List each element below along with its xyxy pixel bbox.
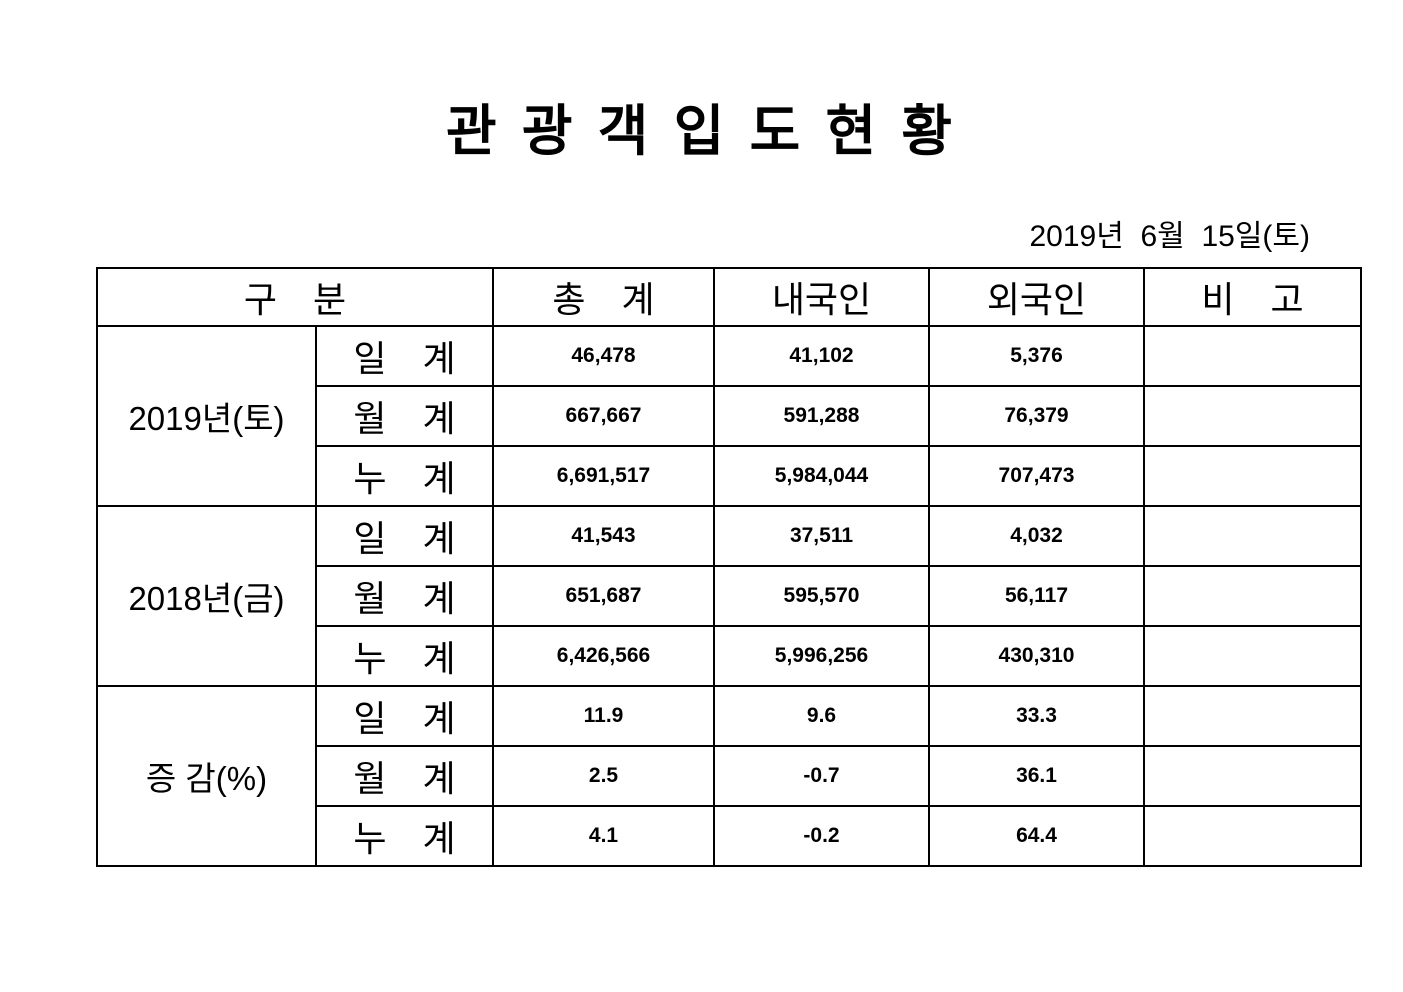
total-value: 11.9: [492, 685, 715, 747]
header-total: 총 계: [492, 267, 715, 327]
total-value: 667,667: [492, 385, 715, 447]
foreign-value: 36.1: [928, 745, 1145, 807]
row-label: 월 계: [315, 385, 494, 447]
row-label: 월 계: [315, 565, 494, 627]
foreign-value: 4,032: [928, 505, 1145, 567]
domestic-value: 5,996,256: [713, 625, 930, 687]
foreign-value: 5,376: [928, 325, 1145, 387]
foreign-value: 76,379: [928, 385, 1145, 447]
header-category: 구 분: [96, 267, 494, 327]
remarks-cell: [1143, 805, 1362, 867]
total-value: 46,478: [492, 325, 715, 387]
total-value: 2.5: [492, 745, 715, 807]
header-remarks: 비 고: [1143, 267, 1362, 327]
row-label: 일 계: [315, 505, 494, 567]
row-label: 월 계: [315, 745, 494, 807]
row-label: 누 계: [315, 445, 494, 507]
total-value: 4.1: [492, 805, 715, 867]
table-row: 증 감(%) 일 계 11.9 9.6 33.3: [96, 685, 1362, 867]
total-value: 651,687: [492, 565, 715, 627]
total-value: 6,691,517: [492, 445, 715, 507]
total-value: 6,426,566: [492, 625, 715, 687]
domestic-value: 9.6: [713, 685, 930, 747]
table-row: 월 계 667,667 591,288 76,379: [97, 385, 1362, 447]
group-label-2019: 2019년(토): [96, 325, 317, 507]
row-label: 누 계: [315, 625, 494, 687]
table-row: 월 계 2.5 -0.7 36.1: [97, 745, 1362, 807]
remarks-cell: [1143, 445, 1362, 507]
foreign-value: 64.4: [928, 805, 1145, 867]
table-row: 누 계 6,691,517 5,984,044 707,473: [97, 445, 1362, 507]
header-foreign: 외국인: [928, 267, 1145, 327]
remarks-cell: [1143, 505, 1362, 567]
remarks-cell: [1143, 625, 1362, 687]
domestic-value: 37,511: [713, 505, 930, 567]
table-row: 월 계 651,687 595,570 56,117: [97, 565, 1362, 627]
domestic-value: 591,288: [713, 385, 930, 447]
row-label: 일 계: [315, 325, 494, 387]
domestic-value: 595,570: [713, 565, 930, 627]
table-row: 2019년(토) 일 계 46,478 41,102 5,376: [96, 325, 1362, 507]
foreign-value: 707,473: [928, 445, 1145, 507]
table-row: 2018년(금) 일 계 41,543 37,511 4,032: [96, 505, 1362, 687]
total-value: 41,543: [492, 505, 715, 567]
remarks-cell: [1143, 385, 1362, 447]
domestic-value: -0.2: [713, 805, 930, 867]
group-label-change-pct: 증 감(%): [96, 685, 317, 867]
row-label: 일 계: [315, 685, 494, 747]
remarks-cell: [1143, 325, 1362, 387]
table-row: 누 계 6,426,566 5,996,256 430,310: [97, 625, 1362, 687]
page-title: 관 광 객 입 도 현 황: [446, 100, 957, 162]
header-domestic: 내국인: [713, 267, 930, 327]
report-date: 2019년 6월 15일(토): [1029, 220, 1310, 253]
remarks-cell: [1143, 685, 1362, 747]
row-label: 누 계: [315, 805, 494, 867]
domestic-value: -0.7: [713, 745, 930, 807]
tourist-arrivals-table: 구 분 총 계 내국인 외국인 비 고 2019년(토) 일 계 46,478 …: [96, 267, 1362, 867]
foreign-value: 56,117: [928, 565, 1145, 627]
table-row: 누 계 4.1 -0.2 64.4: [97, 805, 1362, 867]
header-row: 구 분 총 계 내국인 외국인 비 고: [96, 267, 1362, 327]
foreign-value: 430,310: [928, 625, 1145, 687]
domestic-value: 5,984,044: [713, 445, 930, 507]
foreign-value: 33.3: [928, 685, 1145, 747]
domestic-value: 41,102: [713, 325, 930, 387]
remarks-cell: [1143, 565, 1362, 627]
group-label-2018: 2018년(금): [96, 505, 317, 687]
remarks-cell: [1143, 745, 1362, 807]
